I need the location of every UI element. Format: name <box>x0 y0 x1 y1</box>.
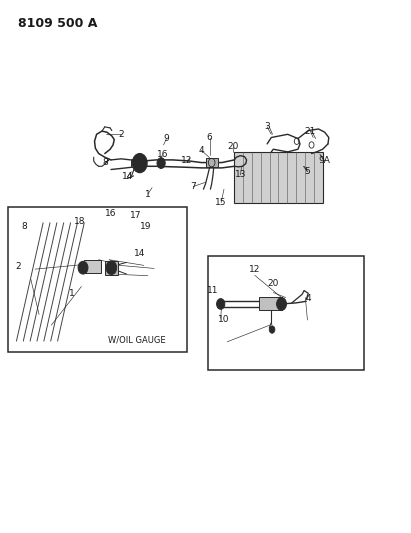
Text: 7: 7 <box>190 182 196 191</box>
Circle shape <box>217 298 225 309</box>
Circle shape <box>78 261 88 274</box>
Text: 20: 20 <box>227 142 239 150</box>
Bar <box>105 261 118 274</box>
Text: W/OIL GAUGE: W/OIL GAUGE <box>108 336 166 345</box>
Bar <box>259 297 282 310</box>
Circle shape <box>106 261 117 274</box>
Text: 1: 1 <box>69 289 75 297</box>
Text: 9A: 9A <box>319 157 330 165</box>
Text: 2: 2 <box>16 262 21 271</box>
Circle shape <box>136 159 143 167</box>
Text: 11: 11 <box>207 286 219 295</box>
Circle shape <box>132 154 147 173</box>
Circle shape <box>157 158 165 168</box>
Text: 1: 1 <box>145 190 151 198</box>
Text: 8: 8 <box>102 158 108 167</box>
Text: 20: 20 <box>268 279 279 288</box>
Text: 12: 12 <box>249 265 261 273</box>
Text: 3: 3 <box>264 123 270 131</box>
Text: 17: 17 <box>130 211 141 220</box>
Text: 21: 21 <box>305 127 316 135</box>
Text: 8: 8 <box>22 222 28 231</box>
Circle shape <box>109 265 113 270</box>
Text: 8109 500 A: 8109 500 A <box>18 17 98 30</box>
Circle shape <box>279 301 284 306</box>
Bar <box>206 158 218 167</box>
Text: 4: 4 <box>305 294 311 303</box>
Text: 5: 5 <box>305 167 310 176</box>
Text: 2: 2 <box>118 130 124 139</box>
Text: 14: 14 <box>134 249 145 257</box>
Text: 6: 6 <box>207 133 212 142</box>
Bar <box>131 159 140 167</box>
Bar <box>234 152 323 203</box>
Circle shape <box>81 265 85 270</box>
Circle shape <box>219 302 222 306</box>
Text: 16: 16 <box>105 209 117 217</box>
Text: 12: 12 <box>181 157 193 165</box>
Text: 14: 14 <box>122 173 133 181</box>
Bar <box>208 256 364 370</box>
Text: 4: 4 <box>199 146 204 155</box>
Text: 19: 19 <box>140 222 152 231</box>
Text: 16: 16 <box>157 150 168 159</box>
Circle shape <box>277 297 286 310</box>
Text: 10: 10 <box>218 316 230 324</box>
Text: 15: 15 <box>215 198 227 207</box>
Text: 13: 13 <box>235 171 246 179</box>
Bar <box>84 260 101 273</box>
Bar <box>8 207 187 352</box>
Circle shape <box>269 326 275 333</box>
Text: 9: 9 <box>164 134 169 143</box>
Text: 18: 18 <box>74 217 86 225</box>
